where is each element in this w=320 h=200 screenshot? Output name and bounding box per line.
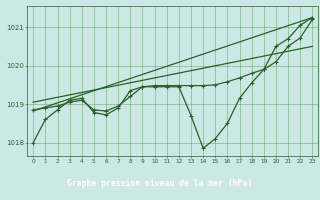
- Text: Graphe pression niveau de la mer (hPa): Graphe pression niveau de la mer (hPa): [68, 179, 252, 188]
